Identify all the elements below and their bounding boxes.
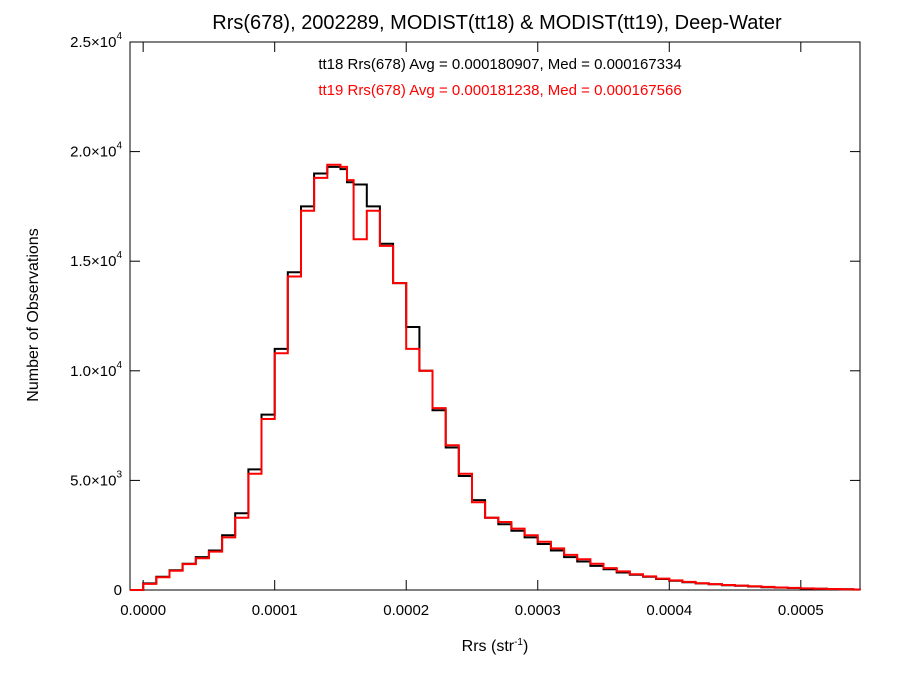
annotation-tt19: tt19 Rrs(678) Avg = 0.000181238, Med = 0…: [318, 82, 681, 99]
y-tick-label-main: 0: [114, 582, 122, 599]
y-tick-label-exponent: 3: [116, 469, 122, 480]
y-tick-label: 0: [114, 582, 122, 599]
x-tick-label: 0.0004: [646, 602, 692, 619]
x-axis-label: Rrs (str-1): [462, 637, 529, 655]
plot-area: 0.0000 0.0001 0.0002 0.0003 0.0004 0.0005 0 5.…: [70, 31, 861, 619]
y-tick-label-main: 1.5×10: [70, 253, 116, 270]
y-tick-label-exponent: 4: [116, 31, 122, 42]
histogram-series-tt19: [130, 163, 861, 591]
y-tick-label: 2.0×104: [70, 141, 122, 161]
x-tick-label: 0.0005: [778, 602, 824, 619]
y-tick-label: 1.0×104: [70, 360, 122, 380]
y-axis-label: Number of Observations: [25, 228, 42, 401]
histogram-series-tt18: [130, 165, 861, 591]
y-tick-label: 5.0×103: [70, 469, 122, 489]
x-axis-ticks: 0.0000 0.0001 0.0002 0.0003 0.0004 0.0005: [120, 42, 824, 619]
y-tick-label-exponent: 4: [116, 250, 122, 261]
series-layer: [130, 163, 861, 591]
y-tick-label-exponent: 4: [116, 141, 122, 152]
x-tick-label: 0.0002: [383, 602, 429, 619]
x-axis-label-superscript: -1: [514, 637, 523, 648]
x-tick-label: 0.0003: [515, 602, 561, 619]
y-tick-label: 1.5×104: [70, 250, 122, 270]
y-tick-label-main: 2.5×10: [70, 34, 116, 51]
y-tick-label-main: 2.0×10: [70, 144, 116, 161]
y-tick-label-main: 1.0×10: [70, 363, 116, 380]
annotation-tt18: tt18 Rrs(678) Avg = 0.000180907, Med = 0…: [318, 56, 681, 73]
chart-title: Rrs(678), 2002289, MODIST(tt18) & MODIST…: [212, 12, 782, 34]
x-axis-label-main: Rrs (str: [462, 638, 515, 655]
y-tick-label-main: 5.0×10: [70, 472, 116, 489]
x-tick-label: 0.0001: [252, 602, 298, 619]
x-axis-label-suffix: ): [523, 638, 528, 655]
y-tick-label: 2.5×104: [70, 31, 122, 51]
x-tick-label: 0.0000: [120, 602, 166, 619]
plot-frame: [129, 41, 861, 591]
y-tick-label-exponent: 4: [116, 360, 122, 371]
